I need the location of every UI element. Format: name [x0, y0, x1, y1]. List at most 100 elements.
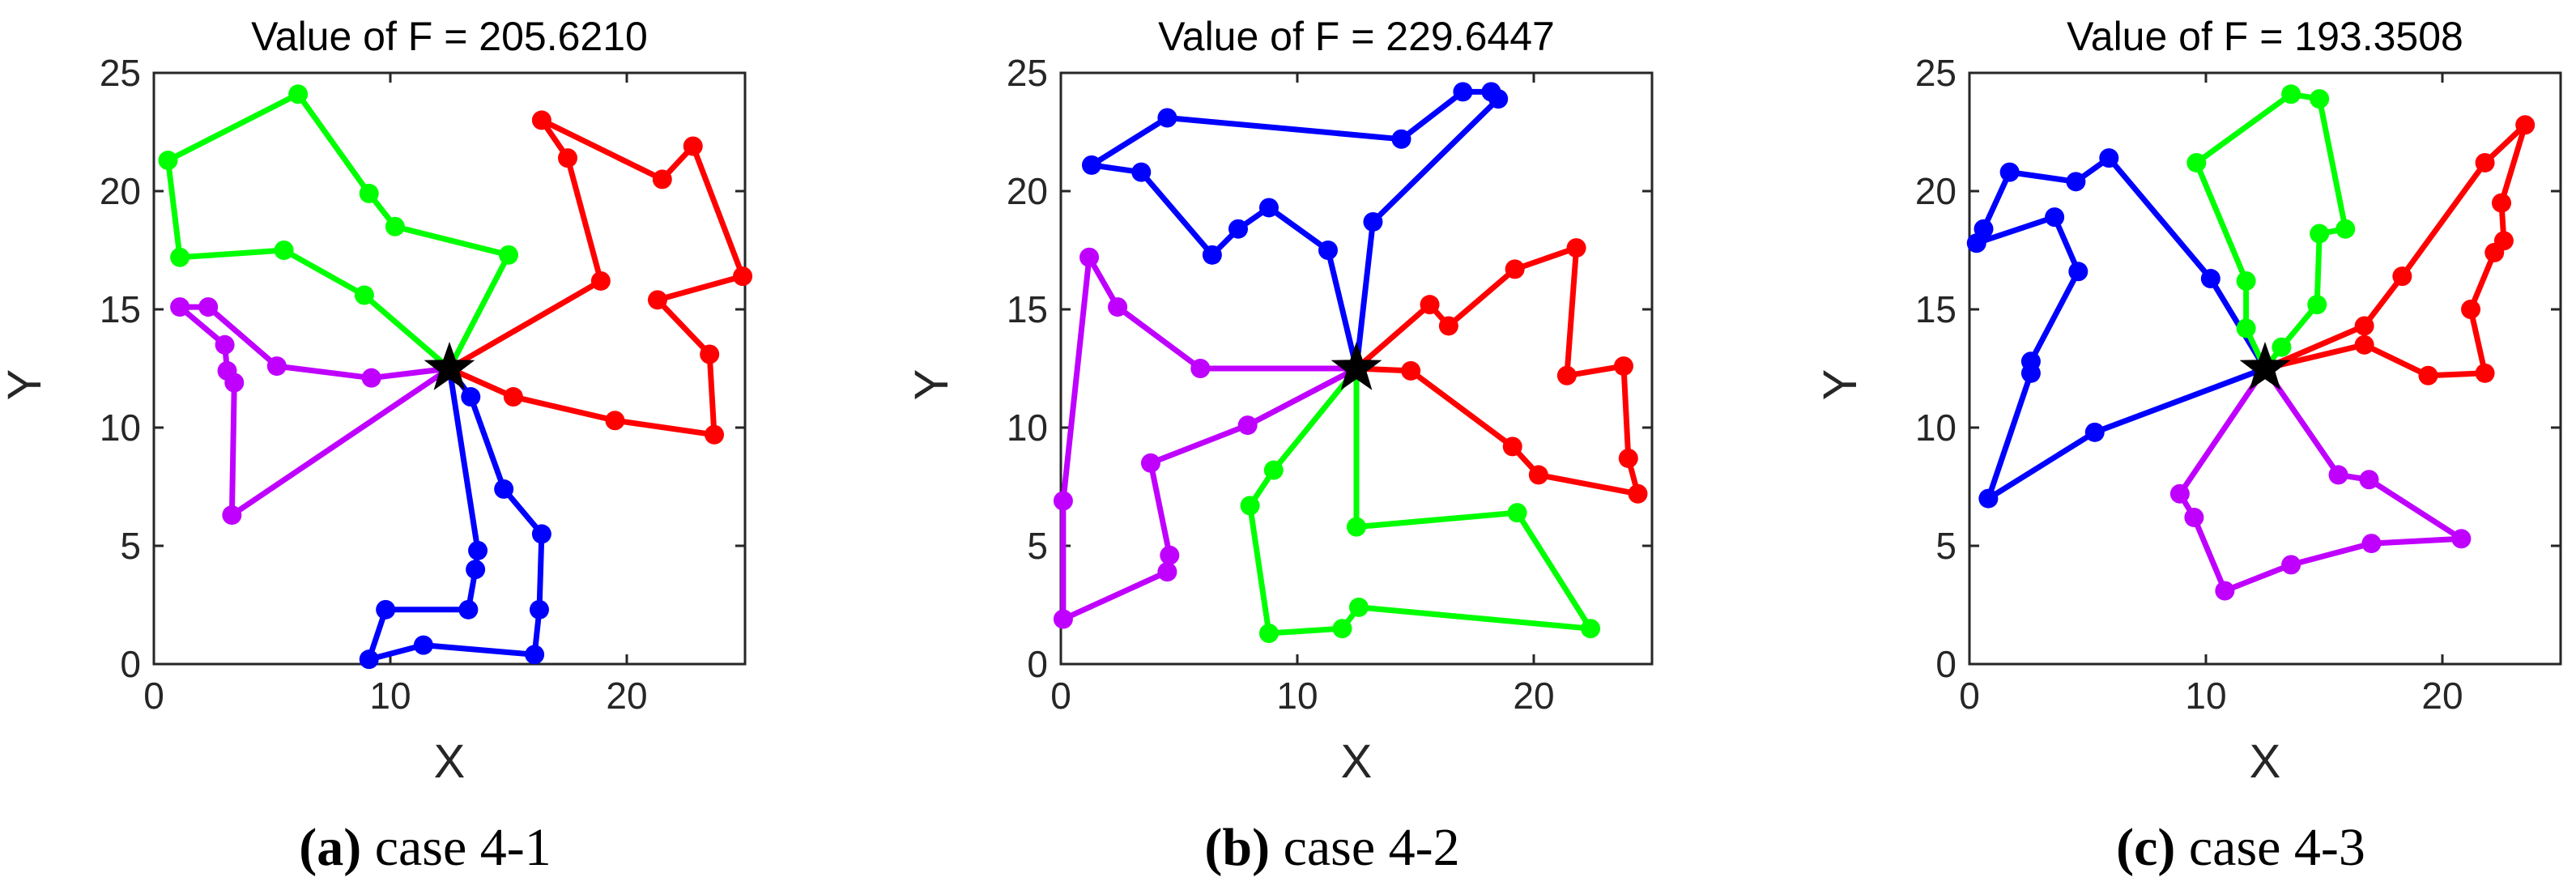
data-point	[376, 599, 396, 620]
data-point	[1140, 453, 1160, 473]
y-tick-label: 25	[1007, 52, 1048, 94]
y-tick-label: 10	[1915, 407, 1956, 449]
data-point	[1053, 491, 1073, 511]
data-point	[1391, 129, 1411, 149]
data-point	[683, 136, 703, 156]
data-point	[1978, 488, 1999, 509]
panel-caption: (c) case 4-3	[2116, 818, 2365, 877]
series-route-1	[1966, 148, 2275, 509]
data-point	[2215, 581, 2235, 601]
data-point	[733, 266, 753, 287]
data-point	[266, 356, 287, 377]
y-tick-label: 20	[100, 170, 141, 212]
data-point	[2392, 266, 2412, 287]
caption-text: case 4-3	[2189, 818, 2365, 877]
caption-letter: (a)	[299, 818, 361, 877]
panel-caption: (a) case 4-1	[299, 818, 551, 877]
data-point	[2236, 318, 2256, 339]
data-point	[558, 148, 577, 168]
data-point	[1505, 259, 1525, 279]
data-point	[1160, 545, 1180, 565]
y-axis-label: Y	[0, 369, 51, 401]
data-point	[1438, 316, 1458, 336]
x-tick-label: 20	[1513, 675, 1554, 717]
x-tick-label: 10	[369, 675, 411, 717]
x-tick-label: 20	[606, 675, 647, 717]
depot-star-icon	[424, 341, 475, 390]
data-point	[1190, 359, 1211, 378]
data-point	[2475, 152, 2495, 172]
y-tick-label: 20	[1007, 170, 1048, 212]
data-point	[1347, 517, 1366, 537]
data-point	[1318, 241, 1338, 260]
data-point	[1401, 360, 1421, 381]
data-point	[158, 151, 178, 171]
caption-gap	[2175, 818, 2189, 877]
data-point	[222, 505, 242, 526]
data-point	[1528, 465, 1548, 485]
data-point	[529, 599, 549, 620]
x-axis-label: X	[2250, 735, 2281, 788]
x-tick-label: 10	[1276, 675, 1318, 717]
caption-gap	[1270, 818, 1284, 877]
caption-text: case 4-1	[375, 818, 551, 877]
data-point	[2272, 337, 2292, 357]
data-point	[2045, 207, 2065, 228]
data-point	[2310, 89, 2330, 109]
data-point	[288, 84, 309, 104]
data-point	[274, 241, 294, 260]
series-line	[2177, 365, 2464, 594]
x-axis-label: X	[434, 735, 466, 788]
data-point	[466, 560, 486, 580]
y-tick-label: 5	[1935, 525, 1956, 567]
data-point	[2184, 507, 2204, 527]
x-tick-label: 0	[143, 675, 164, 717]
data-point	[1157, 562, 1177, 582]
y-tick-label: 15	[1915, 288, 1956, 330]
data-point	[1502, 436, 1522, 457]
data-point	[1348, 597, 1369, 617]
data-point	[2281, 84, 2301, 104]
data-point	[1581, 619, 1601, 639]
data-point	[1240, 496, 1260, 516]
chart-title: Value of F = 229.6447	[1158, 14, 1555, 59]
chart-panel-3: 0 10 20 0 5 10 15 20 25 Value of F = 193.3508 X Y (c…	[1814, 14, 2562, 877]
y-tick-label: 5	[120, 525, 141, 567]
caption-letter: (b)	[1204, 818, 1270, 877]
data-point	[605, 411, 625, 431]
caption-gap	[361, 818, 375, 877]
data-point	[2066, 172, 2086, 192]
chart-panel-2: 0 10 20 0 5 10 15 20 25 Value of F = 229.6447 X Y (b…	[905, 14, 1654, 877]
data-point	[2335, 219, 2356, 239]
data-point	[499, 245, 518, 265]
data-point	[2200, 269, 2220, 289]
y-tick-label: 0	[120, 643, 141, 685]
data-point	[2068, 262, 2088, 282]
data-point	[1363, 211, 1383, 232]
y-tick-label: 10	[100, 407, 141, 449]
data-point	[2099, 148, 2119, 168]
data-point	[413, 635, 433, 655]
data-point	[224, 373, 245, 393]
data-point	[361, 368, 381, 388]
data-point	[2281, 555, 2301, 575]
data-point	[647, 290, 667, 310]
panel-caption: (b) case 4-2	[1204, 818, 1459, 877]
data-point	[354, 285, 374, 305]
data-point	[652, 169, 672, 189]
y-tick-label: 15	[1007, 288, 1048, 330]
series-line	[1247, 365, 1594, 637]
y-tick-label: 25	[100, 52, 141, 94]
data-point	[1157, 108, 1177, 128]
data-point	[700, 344, 720, 364]
series-route-4	[1053, 247, 1366, 629]
data-point	[1507, 503, 1527, 523]
data-point	[2461, 300, 2481, 319]
data-point	[2307, 295, 2327, 315]
data-point	[2359, 470, 2379, 490]
data-point	[385, 216, 405, 236]
data-point	[2020, 363, 2041, 383]
data-point	[1618, 448, 1638, 468]
data-point	[2361, 534, 2382, 554]
